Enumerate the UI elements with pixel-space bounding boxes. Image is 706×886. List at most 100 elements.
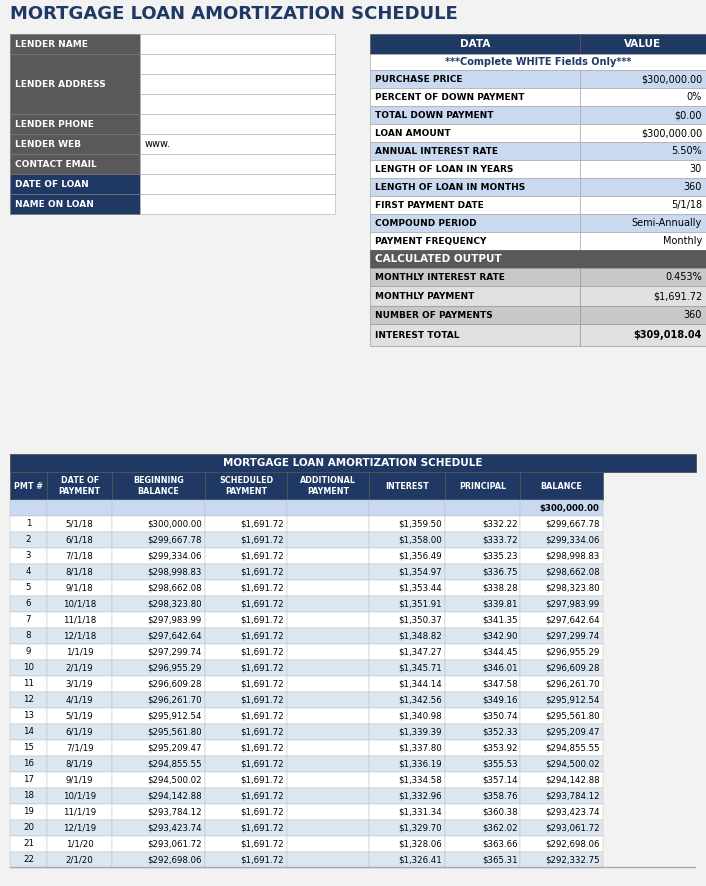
Text: MONTHLY INTEREST RATE: MONTHLY INTEREST RATE [375,273,505,282]
Text: INTEREST TOTAL: INTEREST TOTAL [375,330,460,339]
Bar [10,194,140,214]
Bar [520,472,603,500]
Text: MORTGAGE LOAN AMORTIZATION SCHEDULE: MORTGAGE LOAN AMORTIZATION SCHEDULE [223,458,483,468]
Bar [47,740,112,756]
Text: 2/1/19: 2/1/19 [66,664,93,672]
Bar [47,532,112,548]
Bar [112,596,205,612]
Bar [112,516,205,532]
Bar [520,852,603,868]
Text: $1,334.58: $1,334.58 [398,775,442,784]
Text: PAYMENT: PAYMENT [307,486,349,495]
Text: $1,691.72: $1,691.72 [241,840,284,849]
Bar [205,804,287,820]
Bar [112,756,205,772]
Bar [287,532,369,548]
Bar [520,532,603,548]
Text: $347.58: $347.58 [481,680,517,688]
Text: PURCHASE PRICE: PURCHASE PRICE [375,74,462,83]
Bar [47,788,112,804]
Text: LENDER WEB: LENDER WEB [15,139,81,149]
Text: 5: 5 [26,584,31,593]
Bar [520,788,603,804]
Bar [520,756,603,772]
Bar [47,836,112,852]
Bar [112,472,205,500]
Text: $1,339.39: $1,339.39 [398,727,442,736]
Text: BEGINNING: BEGINNING [133,477,184,486]
Bar [10,788,47,804]
Text: 7/1/18: 7/1/18 [66,551,93,561]
Bar [47,820,112,836]
Text: $298,323.80: $298,323.80 [545,584,599,593]
Text: $295,561.80: $295,561.80 [545,711,599,720]
Text: 3: 3 [26,551,31,561]
Text: DATE OF LOAN: DATE OF LOAN [15,180,89,189]
Text: $300,000.00: $300,000.00 [641,74,702,84]
Text: DATA: DATA [460,39,490,49]
Bar [47,692,112,708]
Text: 15: 15 [23,743,34,752]
Text: 10/1/18: 10/1/18 [63,600,96,609]
Text: LENGTH OF LOAN IN MONTHS: LENGTH OF LOAN IN MONTHS [375,183,525,191]
Text: LENDER NAME: LENDER NAME [15,40,88,49]
Bar [47,472,112,500]
Bar [205,548,287,564]
Bar [10,644,47,660]
Bar [369,548,445,564]
Text: $342.90: $342.90 [482,632,517,641]
Bar [520,548,603,564]
Bar [287,644,369,660]
Bar [10,174,140,194]
Bar [287,772,369,788]
Text: $1,359.50: $1,359.50 [398,519,442,529]
Bar [520,772,603,788]
Bar [112,548,205,564]
Bar [580,70,706,88]
Text: $297,299.74: $297,299.74 [545,632,599,641]
Text: $1,348.82: $1,348.82 [398,632,442,641]
Bar [445,756,520,772]
Text: $297,642.64: $297,642.64 [147,632,202,641]
Bar [580,232,706,250]
Text: PAYMENT FREQUENCY: PAYMENT FREQUENCY [375,237,486,245]
Bar [287,548,369,564]
Text: $1,337.80: $1,337.80 [398,743,442,752]
Bar [445,788,520,804]
Text: $294,500.02: $294,500.02 [147,775,202,784]
Text: 11/1/19: 11/1/19 [63,807,96,817]
Bar [112,804,205,820]
Text: 20: 20 [23,823,34,833]
Text: $296,261.70: $296,261.70 [545,680,599,688]
Text: 8/1/18: 8/1/18 [66,568,93,577]
Text: $363.66: $363.66 [481,840,517,849]
Bar [47,500,112,516]
Bar [140,154,335,174]
Bar [205,852,287,868]
Bar [287,804,369,820]
Bar [112,820,205,836]
Bar [370,250,706,268]
Bar [370,196,580,214]
Text: ANNUAL INTEREST RATE: ANNUAL INTEREST RATE [375,146,498,156]
Text: $309,018.04: $309,018.04 [633,330,702,340]
Bar [370,160,580,178]
Bar [369,564,445,580]
Text: 4/1/19: 4/1/19 [66,696,93,704]
Text: BALANCE: BALANCE [541,481,582,491]
Text: $338.28: $338.28 [481,584,517,593]
Text: $1,331.34: $1,331.34 [398,807,442,817]
Text: 0.453%: 0.453% [665,272,702,282]
Bar [205,708,287,724]
Bar [140,174,335,194]
Bar [10,628,47,644]
Text: MORTGAGE LOAN AMORTIZATION SCHEDULE: MORTGAGE LOAN AMORTIZATION SCHEDULE [10,5,457,23]
Text: 9/1/19: 9/1/19 [66,775,93,784]
Text: $1,691.72: $1,691.72 [241,600,284,609]
Bar [47,596,112,612]
Bar [580,268,706,286]
Text: $296,609.28: $296,609.28 [148,680,202,688]
Text: $296,261.70: $296,261.70 [147,696,202,704]
Bar [580,88,706,106]
Bar [287,628,369,644]
